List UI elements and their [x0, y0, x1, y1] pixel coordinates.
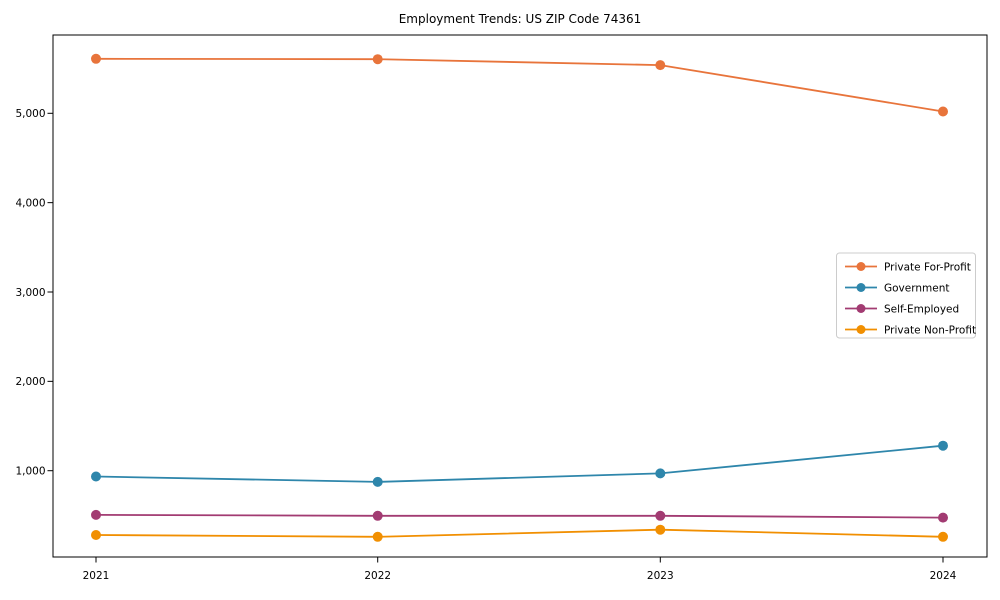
series-marker-private-non-profit-2021: [91, 530, 101, 540]
legend-swatch-marker-self-employed: [856, 304, 866, 313]
series-line-government: [95, 444, 944, 483]
series-marker-government-2021: [91, 471, 101, 482]
legend: Private For-Profit Government Self-Employe…: [836, 252, 976, 339]
legend-label-government: Government: [884, 282, 949, 294]
legend-swatch-marker-government: [856, 283, 866, 292]
chart-title: Employment Trends: US ZIP Code 74361: [399, 12, 642, 26]
y-tick-label-2000: 2,000: [15, 376, 45, 388]
plot-area: 1,000 2,000 3,000 4,000 5,000 2021 2022 2023 202…: [15, 34, 988, 582]
plot-border: [52, 34, 988, 558]
legend-label-private-non-profit: Private Non-Profit: [884, 324, 976, 336]
y-tick-label-3000: 3,000: [15, 287, 45, 299]
series-marker-government-2024: [938, 440, 948, 451]
x-tick-label-2021: 2021: [83, 570, 110, 582]
series-marker-private-for-profit-2023: [655, 60, 666, 71]
y-tick-label-5000: 5,000: [15, 108, 45, 120]
series-marker-private-for-profit-2024: [938, 106, 948, 117]
series-marker-self-employed-2021: [91, 509, 101, 520]
series-line-private-non-profit: [95, 528, 944, 538]
series-marker-private-for-profit-2022: [372, 54, 383, 65]
series-marker-government-2023: [655, 468, 666, 479]
series-marker-private-non-profit-2023: [655, 524, 666, 535]
series-marker-government-2022: [372, 476, 383, 487]
series-marker-private-non-profit-2024: [938, 531, 948, 542]
series-marker-self-employed-2024: [938, 512, 948, 523]
legend-label-self-employed: Self-Employed: [884, 303, 959, 315]
y-tick-label-1000: 1,000: [15, 466, 45, 478]
series-marker-private-non-profit-2022: [372, 531, 383, 542]
series-marker-self-employed-2023: [655, 510, 666, 521]
series-marker-private-for-profit-2021: [91, 53, 101, 64]
legend-box: [836, 252, 976, 339]
series-line-private-for-profit: [95, 57, 944, 113]
x-tick-label-2022: 2022: [364, 570, 391, 582]
legend-swatch-marker-private-for-profit: [856, 262, 866, 271]
series-line-self-employed: [95, 514, 944, 519]
x-tick-label-2023: 2023: [647, 570, 674, 582]
y-tick-label-4000: 4,000: [15, 197, 45, 209]
x-tick-label-2024: 2024: [930, 570, 957, 582]
legend-label-private-for-profit: Private For-Profit: [884, 261, 971, 273]
series-marker-self-employed-2022: [372, 510, 383, 521]
legend-swatch-marker-private-non-profit: [856, 325, 866, 334]
